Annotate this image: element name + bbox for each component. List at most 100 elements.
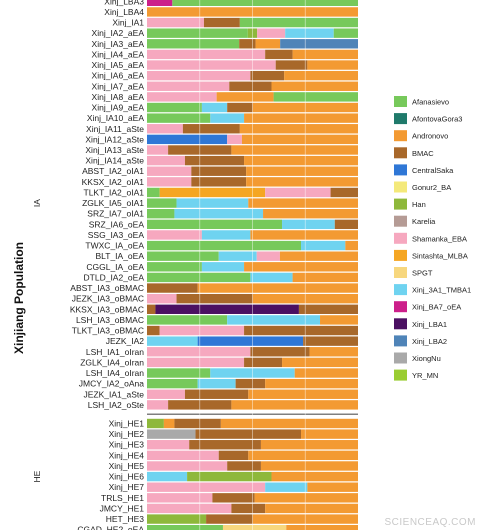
bar-segment bbox=[239, 39, 256, 49]
row-label: CGAD_HE2_oEA bbox=[77, 525, 144, 530]
bar-segment bbox=[273, 92, 358, 102]
bar-segment bbox=[147, 113, 211, 123]
legend-swatch bbox=[394, 96, 407, 107]
bar-segment bbox=[147, 102, 202, 113]
legend-label: Xinj_LBA2 bbox=[412, 337, 447, 346]
bar-segment bbox=[203, 17, 240, 28]
bar-segment bbox=[265, 503, 358, 514]
row-label: Xinj_IA4_aEA bbox=[92, 49, 145, 59]
row-label: Xinj_IA10_aEA bbox=[87, 113, 145, 123]
bar-segment bbox=[250, 230, 358, 240]
bar-segment bbox=[320, 315, 358, 325]
legend-label: Andronovo bbox=[412, 132, 448, 141]
legend-label: Xinj_3A1_TMBA1 bbox=[412, 286, 471, 295]
watermark: SCIENCEAQ.COM bbox=[384, 517, 476, 528]
bar-segment bbox=[244, 325, 358, 336]
bar-segment bbox=[159, 325, 245, 336]
bar-segment bbox=[250, 347, 310, 357]
bar-segment bbox=[147, 219, 283, 230]
bar-segment bbox=[201, 102, 228, 113]
bar-segment bbox=[265, 187, 331, 198]
bar-segment bbox=[147, 482, 266, 492]
bar-segment bbox=[197, 283, 358, 293]
legend-swatch bbox=[394, 198, 407, 210]
bar-segment bbox=[147, 503, 232, 514]
row-label: ZGLK_IA5_oIA1 bbox=[82, 198, 144, 208]
row-label: JEZK_IA3_oBMAC bbox=[72, 294, 144, 304]
bar-segment bbox=[235, 378, 266, 389]
bar-segment bbox=[231, 145, 358, 155]
legend-swatch bbox=[394, 301, 407, 313]
row-label: Xinj_HE4 bbox=[109, 450, 145, 460]
bar-segment bbox=[231, 503, 266, 514]
bar-segment bbox=[147, 357, 245, 368]
bar-segment bbox=[265, 482, 308, 492]
row-label: ABST_IA2_oIA1 bbox=[82, 166, 144, 176]
legend-swatch bbox=[394, 130, 407, 142]
bar-segment bbox=[147, 471, 188, 482]
bar-segment bbox=[282, 219, 335, 230]
legend-swatch bbox=[394, 181, 407, 193]
bar-segment bbox=[265, 49, 293, 60]
row-label: Xinj_LBA4 bbox=[104, 7, 144, 17]
legend-swatch bbox=[394, 267, 407, 278]
row-label: Xinj_HE1 bbox=[109, 418, 145, 428]
legend-label: SPGT bbox=[412, 269, 433, 278]
row-label: Xinj_IA1 bbox=[112, 18, 144, 28]
bar-segment bbox=[250, 272, 293, 283]
bar-segment bbox=[265, 378, 358, 389]
row-label: KKSX_IA2_oIA1 bbox=[82, 177, 145, 187]
row-label: Xinj_IA14_aSte bbox=[85, 156, 144, 166]
legend-label: Shamanka_EBA bbox=[412, 234, 467, 243]
row-label: LSH_IA1_oIran bbox=[86, 347, 144, 357]
row-label: Xinj_IA3_aEA bbox=[92, 39, 145, 49]
bar-segment bbox=[147, 378, 198, 389]
bar-segment bbox=[282, 357, 358, 368]
bar-segment bbox=[147, 187, 160, 198]
bar-segment bbox=[147, 49, 266, 60]
row-label: Xinj_HE2 bbox=[109, 429, 145, 439]
bar-segment bbox=[330, 187, 358, 198]
bar-segment bbox=[227, 134, 242, 145]
bar-segment bbox=[147, 283, 198, 293]
row-label: Xinj_IA5_aEA bbox=[92, 60, 145, 70]
legend-swatch bbox=[394, 164, 407, 176]
row-label: Xinj_HE3 bbox=[109, 440, 145, 450]
bar-segment bbox=[218, 251, 257, 261]
bar-segment bbox=[307, 60, 358, 70]
row-label: Xinj_IA11_aSte bbox=[86, 124, 144, 134]
bar-segment bbox=[309, 347, 358, 357]
legend-swatch bbox=[394, 284, 407, 296]
bar-segment bbox=[292, 272, 358, 283]
legend-swatch bbox=[394, 215, 407, 227]
bar-segment bbox=[206, 514, 253, 524]
legend: Afanasievo AfontovaGora3 Andronovo BMAC Cent… bbox=[394, 96, 471, 381]
row-label: JEZK_IA1_aSte bbox=[84, 389, 145, 399]
legend-label: BMAC bbox=[412, 149, 434, 158]
bar-segment bbox=[241, 134, 358, 145]
row-label: SRZ_IA6_oEA bbox=[89, 219, 145, 229]
bar-segment bbox=[284, 70, 358, 81]
bar-segment bbox=[147, 177, 192, 187]
bar-segment bbox=[256, 251, 280, 261]
row-label: KKSX_IA3_oBMAC bbox=[70, 304, 144, 314]
bar-segment bbox=[147, 315, 228, 325]
bar-segment bbox=[307, 482, 358, 492]
bar-segment bbox=[222, 524, 287, 530]
bar-segment bbox=[147, 198, 177, 208]
row-label: ZGLK_IA4_oIran bbox=[80, 357, 144, 367]
row-label: BLT_IA_oEA bbox=[95, 251, 144, 261]
bar-segment bbox=[229, 81, 272, 91]
bar-segment bbox=[257, 28, 286, 38]
row-label: Xinj_IA9_aEA bbox=[92, 103, 145, 113]
bar-segment bbox=[147, 429, 196, 439]
row-label: Xinj_HE7 bbox=[109, 482, 145, 492]
bar-segment bbox=[147, 368, 211, 378]
bar-segment bbox=[147, 304, 156, 314]
bar-segment bbox=[147, 400, 169, 410]
bar-segment bbox=[147, 450, 219, 461]
bar-segment bbox=[147, 524, 223, 530]
bar-segment bbox=[147, 70, 251, 81]
bar-segment bbox=[201, 262, 245, 272]
bar-segment bbox=[260, 440, 358, 450]
